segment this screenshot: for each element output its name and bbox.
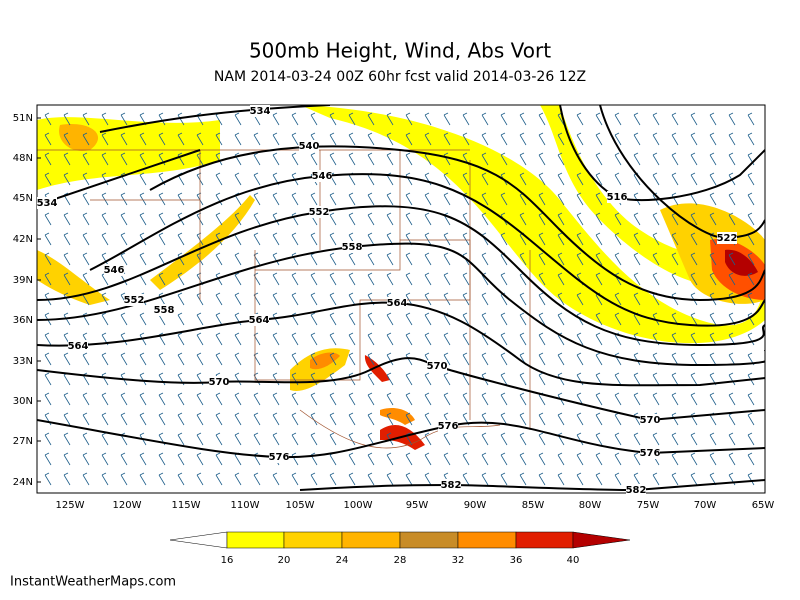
contour-label: 576 [438, 421, 459, 432]
contour-label-bg [37, 197, 57, 209]
lon-label: 65W [752, 500, 775, 511]
lon-label: 115W [172, 500, 201, 511]
lat-label: 51N [13, 113, 33, 124]
lat-label: 39N [13, 275, 33, 286]
contour-label-bg [640, 414, 660, 426]
colorbar-label: 20 [278, 555, 291, 566]
contour-label: 540 [299, 141, 320, 152]
contour-label: 534 [250, 106, 271, 117]
contour-label-bg [269, 451, 289, 463]
lat-label: 42N [13, 234, 33, 245]
contour-label: 576 [269, 452, 290, 463]
contour-label: 546 [104, 265, 125, 276]
contour-label-bg [438, 420, 458, 432]
colorbar [169, 531, 631, 549]
contour-label-bg [309, 206, 329, 218]
vorticity-shading [37, 105, 765, 450]
contour-label-bg [626, 484, 646, 496]
contour-label: 564 [249, 315, 270, 326]
contour-label-bg [427, 360, 447, 372]
lat-label: 36N [13, 315, 33, 326]
lat-label: 27N [13, 436, 33, 447]
contour-label: 564 [68, 341, 89, 352]
contour-label: 552 [124, 295, 145, 306]
contour-label: 570 [209, 377, 230, 388]
contour-label: 558 [342, 242, 363, 253]
colorbar-label: 28 [394, 555, 407, 566]
contour-label: 564 [387, 298, 408, 309]
lat-label: 33N [13, 356, 33, 367]
lon-label: 70W [694, 500, 717, 511]
contour-label-bg [124, 294, 144, 306]
lon-label: 100W [344, 500, 373, 511]
lon-label: 85W [522, 500, 545, 511]
title: 500mb Height, Wind, Abs Vort [249, 39, 551, 63]
contour-label-bg [717, 232, 737, 244]
colorbar-label: 40 [567, 555, 580, 566]
contour-label: 576 [640, 448, 661, 459]
contour-label: 534 [37, 198, 58, 209]
contour-label-bg [312, 170, 332, 182]
contour-label-bg [342, 241, 362, 253]
contour-label: 558 [154, 305, 175, 316]
lon-label: 105W [286, 500, 315, 511]
contour-label: 516 [607, 192, 628, 203]
lon-label: 110W [231, 500, 260, 511]
contour-label-bg [209, 376, 229, 388]
contour-label-bg [249, 314, 269, 326]
contour-label: 582 [626, 485, 647, 496]
lat-label: 45N [13, 193, 33, 204]
contour-label-bg [387, 297, 407, 309]
lat-label: 48N [13, 153, 33, 164]
lon-label: 90W [464, 500, 487, 511]
lon-label: 75W [637, 500, 660, 511]
contour-label-bg [68, 340, 88, 352]
subtitle: NAM 2014-03-24 00Z 60hr fcst valid 2014-… [214, 69, 586, 85]
contour-label-bg [299, 140, 319, 152]
lon-label: 95W [406, 500, 429, 511]
contour-label: 552 [309, 207, 330, 218]
height-contours [37, 105, 765, 492]
contour-label-bg [250, 105, 270, 117]
contour-label: 546 [312, 171, 333, 182]
colorbar-label: 32 [452, 555, 465, 566]
lon-label: 80W [579, 500, 602, 511]
contour-label: 570 [427, 361, 448, 372]
contour-label: 570 [640, 415, 661, 426]
contour-label-bg [607, 191, 627, 203]
colorbar-label: 24 [336, 555, 349, 566]
contour-label-bg [441, 479, 461, 491]
colorbar-label: 36 [510, 555, 523, 566]
contour-label: 522 [717, 233, 738, 244]
contour-label: 582 [441, 480, 462, 491]
contour-label-bg [154, 304, 174, 316]
map-frame [36, 104, 766, 494]
contour-label-bg [640, 447, 660, 459]
footer: InstantWeatherMaps.com [10, 575, 176, 590]
lat-label: 30N [13, 396, 33, 407]
colorbar-label: 16 [221, 555, 234, 566]
lon-label: 120W [113, 500, 142, 511]
lon-label: 125W [56, 500, 85, 511]
lat-label: 24N [13, 477, 33, 488]
contour-label-bg [104, 264, 124, 276]
